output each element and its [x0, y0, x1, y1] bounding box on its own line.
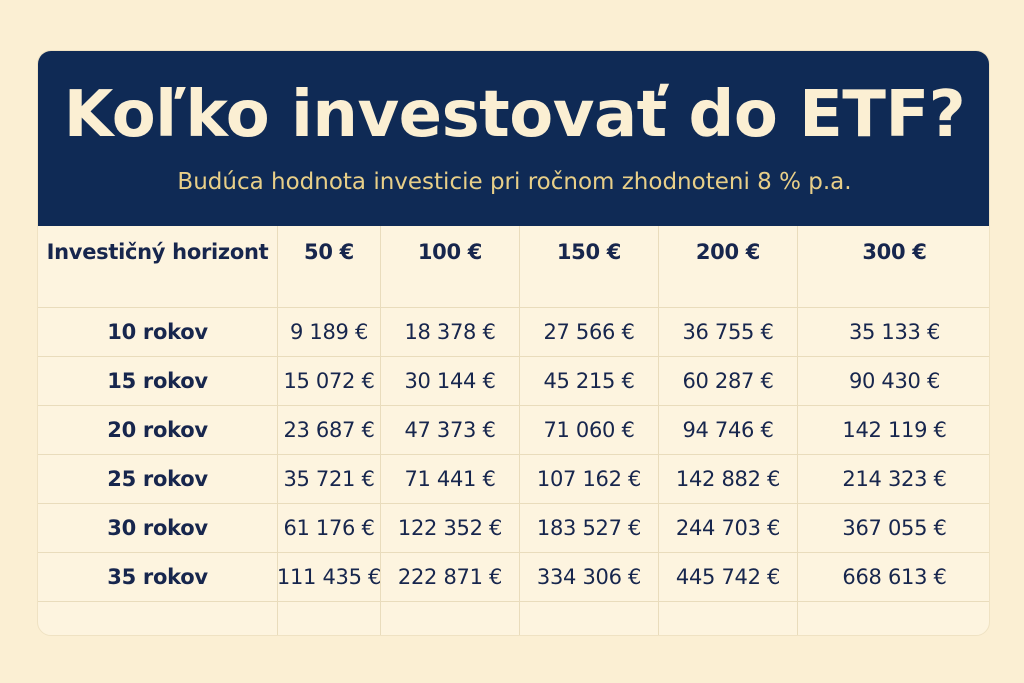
table-cell: 214 323 €: [842, 467, 947, 491]
table-cell: 23 687 €: [278, 406, 381, 454]
table-cell: 71 060 €: [520, 406, 659, 454]
table-row: 10 rokov 9 189 € 18 378 € 27 566 € 36 75…: [38, 308, 989, 357]
row-label: 15 rokov: [38, 357, 278, 405]
table-cell: 35 133 €: [848, 320, 941, 344]
table-empty-row: [38, 602, 989, 635]
table-cell: 47 373 €: [381, 406, 520, 454]
table-cell: 107 162 €: [520, 455, 659, 503]
empty-cell: [520, 602, 659, 635]
row-label: 20 rokov: [38, 406, 278, 454]
table-cell: 18 378 €: [381, 308, 520, 356]
table-cell: 668 613 €: [842, 565, 947, 589]
table-cell: 222 871 €: [381, 553, 520, 601]
table-row: 25 rokov 35 721 € 71 441 € 107 162 € 142…: [38, 455, 989, 504]
table-cell: 60 287 €: [659, 357, 798, 405]
table-cell: 334 306 €: [520, 553, 659, 601]
table-cell: 30 144 €: [381, 357, 520, 405]
table-cell: 445 742 €: [659, 553, 798, 601]
header-banner: Koľko investovať do ETF? Budúca hodnota …: [38, 51, 989, 226]
column-header-200: 200 €: [659, 226, 798, 307]
table-cell: 61 176 €: [278, 504, 381, 552]
table-cell: 142 119 €: [842, 418, 947, 442]
row-label: 30 rokov: [38, 504, 278, 552]
empty-cell: [798, 602, 989, 635]
future-value-table: Investičný horizont 50 € 100 € 150 € 200…: [38, 226, 989, 635]
table-row: 30 rokov 61 176 € 122 352 € 183 527 € 24…: [38, 504, 989, 553]
table-header-row: Investičný horizont 50 € 100 € 150 € 200…: [38, 226, 989, 308]
investment-card: Koľko investovať do ETF? Budúca hodnota …: [37, 50, 990, 636]
table-cell: 142 882 €: [659, 455, 798, 503]
table-cell: 71 441 €: [381, 455, 520, 503]
table-cell: 183 527 €: [520, 504, 659, 552]
table-cell: 367 055 €: [842, 516, 947, 540]
table-cell: 35 721 €: [278, 455, 381, 503]
row-label: 25 rokov: [38, 455, 278, 503]
empty-cell: [278, 602, 381, 635]
table-cell: 27 566 €: [520, 308, 659, 356]
empty-cell: [38, 602, 278, 635]
page-subtitle: Budúca hodnota investicie pri ročnom zho…: [177, 169, 852, 195]
table-cell: 122 352 €: [381, 504, 520, 552]
empty-cell: [659, 602, 798, 635]
column-header-horizon: Investičný horizont: [38, 226, 278, 307]
table-row: 15 rokov 15 072 € 30 144 € 45 215 € 60 2…: [38, 357, 989, 406]
column-header-300: 300 €: [862, 240, 927, 264]
table-cell: 94 746 €: [659, 406, 798, 454]
column-header-100: 100 €: [381, 226, 520, 307]
table-row: 35 rokov 111 435 € 222 871 € 334 306 € 4…: [38, 553, 989, 602]
table-cell: 111 435 €: [277, 553, 381, 601]
page-title: Koľko investovať do ETF?: [63, 78, 966, 152]
empty-cell: [381, 602, 520, 635]
column-header-50: 50 €: [278, 226, 381, 307]
table-row: 20 rokov 23 687 € 47 373 € 71 060 € 94 7…: [38, 406, 989, 455]
table-cell: 45 215 €: [520, 357, 659, 405]
column-header-150: 150 €: [520, 226, 659, 307]
row-label: 10 rokov: [38, 308, 278, 356]
table-cell: 36 755 €: [659, 308, 798, 356]
table-cell: 244 703 €: [659, 504, 798, 552]
table-cell: 15 072 €: [278, 357, 381, 405]
table-cell: 9 189 €: [278, 308, 381, 356]
row-label: 35 rokov: [38, 553, 278, 601]
table-cell: 90 430 €: [848, 369, 941, 393]
